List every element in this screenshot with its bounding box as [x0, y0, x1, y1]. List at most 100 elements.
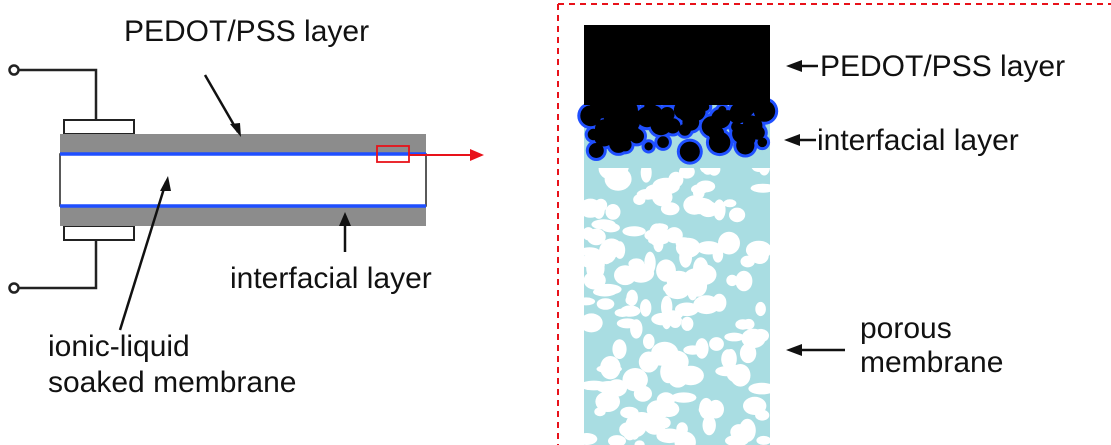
membrane-pore [612, 339, 627, 359]
arrow-head-pedot-right [786, 60, 802, 72]
interfacial-blob [753, 100, 776, 122]
label-ionic-liquid: ionic-liquid [48, 330, 190, 363]
interface-zoom-panel: PEDOT/PSS layer interfacial layer porous… [520, 0, 1111, 445]
pedot-pss-block [584, 25, 770, 105]
label-pedot-pss-layer: PEDOT/PSS layer [124, 15, 369, 48]
membrane-pore [579, 313, 603, 333]
label-interfacial-layer: interfacial layer [230, 262, 432, 295]
membrane-pore [713, 199, 726, 221]
membrane-pore [750, 183, 776, 193]
membrane-pore [625, 295, 637, 306]
interfacial-blob [657, 136, 669, 148]
membrane-pore [633, 385, 652, 402]
interfacial-blob [618, 101, 635, 118]
membrane-pore [718, 231, 740, 255]
membrane-pore [712, 293, 727, 312]
membrane-pore [622, 368, 648, 392]
membrane-pore [755, 409, 770, 421]
interfacial-blob [629, 128, 644, 144]
membrane-pore [579, 247, 600, 257]
arrow-head-interfacial [339, 212, 351, 226]
interfacial-blob [679, 141, 700, 162]
membrane-pore [739, 343, 757, 364]
membrane-pore [591, 219, 616, 230]
interfacial-blob [711, 109, 731, 129]
membrane-pore [608, 435, 626, 445]
membrane-pore [740, 255, 755, 268]
membrane-pore [695, 338, 709, 359]
membrane-pore [671, 392, 697, 403]
membrane-pore [638, 351, 659, 373]
interfacial-blob [757, 137, 768, 148]
interfacial-blob [580, 105, 602, 127]
membrane-pore [622, 226, 646, 237]
membrane-pore [625, 413, 647, 438]
membrane-pore [687, 197, 715, 215]
membrane-pore [748, 382, 776, 395]
membrane-pore [627, 263, 655, 283]
arrow-head-porous [786, 344, 802, 356]
interfacial-blob [644, 142, 653, 151]
interfacial-blob [609, 134, 628, 153]
membrane-pore [753, 328, 769, 343]
membrane-pore [576, 433, 598, 445]
membrane-pore [675, 237, 701, 258]
membrane-pore [681, 316, 694, 331]
actuator-cross-section-panel: PEDOT/PSS layer interfacial layer ionic-… [0, 0, 490, 445]
pointer-lines-right [800, 64, 845, 352]
label-interfacial-layer-right: interfacial layer [817, 124, 1019, 157]
interface-zoom-diagram: PEDOT/PSS layer interfacial layer porous… [557, 3, 1111, 445]
membrane-pore [745, 240, 772, 260]
membrane-pore [725, 349, 737, 369]
membrane-pore [595, 391, 620, 412]
arrow-head-interfacial-right [784, 134, 800, 146]
membrane-pore [652, 188, 673, 207]
membrane-pore [580, 380, 608, 391]
membrane-pore [724, 332, 745, 342]
membrane-pore [735, 319, 751, 330]
pedot-pss-layer-top [60, 134, 426, 154]
interfacial-blob [708, 131, 731, 154]
membrane-pores [576, 153, 776, 445]
membrane-pore [688, 271, 714, 281]
membrane-pore [709, 337, 724, 351]
arrow-head-pedot [230, 123, 241, 137]
zoom-frame [557, 3, 1111, 445]
membrane-pore [600, 238, 623, 258]
membrane-pore [593, 287, 617, 297]
membrane-pore [677, 365, 704, 386]
membrane-pore [592, 201, 605, 219]
membrane-pore [726, 274, 738, 287]
membrane-pore [657, 417, 671, 429]
membrane-pore [707, 399, 724, 419]
membrane-pore [646, 400, 670, 420]
membrane-pore [586, 228, 606, 246]
interfacial-blob [588, 143, 604, 158]
interfacial-blob [665, 118, 681, 134]
pedot-pss-layer-bottom [60, 206, 426, 226]
interfacial-layer-texture [577, 93, 779, 168]
membrane-pore [735, 270, 753, 292]
terminal-bottom [8, 282, 20, 294]
zoom-arrow-head [470, 149, 484, 161]
membrane-pore [696, 241, 721, 255]
membrane-pore [576, 297, 596, 306]
clamp-bottom [63, 225, 135, 241]
label-porous: porous [860, 312, 952, 345]
membrane-pore [605, 204, 621, 220]
terminal-top [8, 64, 20, 76]
membrane-pore [616, 318, 638, 329]
ionic-liquid-membrane [59, 153, 427, 207]
membrane-pore [633, 194, 646, 206]
interfacial-blob [687, 119, 696, 129]
membrane-pore [643, 333, 655, 350]
membrane-pore [679, 164, 695, 179]
label-soaked-membrane: soaked membrane [48, 366, 296, 399]
label-pedot-pss-layer-right: PEDOT/PSS layer [820, 50, 1065, 83]
interfacial-blob [730, 103, 747, 120]
membrane-pore [640, 299, 652, 317]
membrane-pore [723, 199, 737, 208]
membrane-pore [675, 302, 699, 317]
membrane-pore [698, 404, 713, 415]
label-membrane: membrane [860, 346, 1003, 379]
